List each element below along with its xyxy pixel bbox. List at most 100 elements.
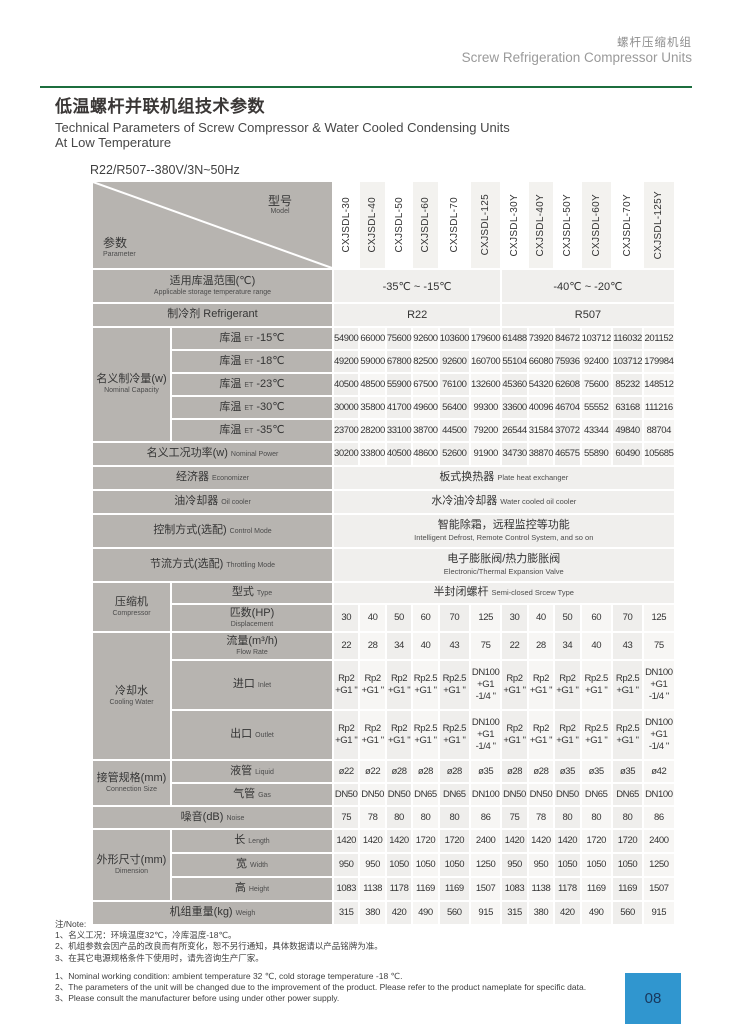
value-nominal-power-col3: 40500 [386,443,412,465]
value-oil-cooler: 水冷油冷却器 Water cooled oil cooler [334,491,674,513]
model-name: CXJSDL-50Y [561,193,573,257]
value-capacity-et18-col3: 67800 [386,351,412,372]
value-length-col2: 1420 [360,830,385,852]
value-liquid-pipe-col2: ø22 [360,761,385,782]
value-refrigerant-right: R507 [502,304,674,326]
model-name: CXJSDL-60 [419,197,431,253]
label-control-mode: 控制方式(选配) Control Mode [93,515,332,547]
value-length-col11: 1720 [612,830,643,852]
value-inlet-col5: Rp2.5 +G1 " [439,661,469,709]
value-capacity-et15-col7: 61488 [502,328,527,349]
value-nominal-power-col10: 55890 [581,443,611,465]
value-compressor-hp-col2: 40 [360,605,385,631]
note-zh-3: 3、在其它电源规格条件下使用时，请先咨询生产厂家。 [55,952,264,963]
value-noise-col7: 75 [502,807,527,828]
value-unit-weight-col5: 560 [439,902,469,924]
group-capacity-et15: 名义制冷量(w) Nominal Capacity [93,328,170,441]
value-length-col1: 1420 [334,830,359,852]
value-height-col9: 1178 [555,878,580,900]
section-title-en-2: At Low Temperature [55,135,172,151]
label-gas-pipe: 气管 Gas [172,784,332,805]
model-header-cxjsdl-50: CXJSDL-50 [386,182,412,268]
value-liquid-pipe-col12: ø42 [644,761,674,782]
page-number-badge: 08 [625,973,681,1024]
value-inlet-col7: Rp2 +G1 " [502,661,527,709]
value-capacity-et30-col1: 30000 [334,397,359,418]
value-refrigerant-left: R22 [334,304,501,326]
value-capacity-et23-col7: 45360 [502,374,527,395]
label-storage-temp-range: 适用库温范围(℃) Applicable storage temperature … [93,270,332,302]
model-header-cxjsdl-60: CXJSDL-60 [413,182,438,268]
value-unit-weight-col8: 380 [528,902,554,924]
model-header-cxjsdl-50y: CXJSDL-50Y [555,182,580,268]
value-capacity-et18-col8: 66080 [528,351,554,372]
value-inlet-col9: Rp2 +G1 " [555,661,580,709]
value-width-col3: 1050 [386,854,412,876]
value-capacity-et30-col10: 55552 [581,397,611,418]
value-capacity-et15-col8: 73920 [528,328,554,349]
value-capacity-et35-col2: 28200 [360,420,385,441]
value-flow-rate-col3: 34 [386,633,412,659]
value-capacity-et18-col2: 59000 [360,351,385,372]
value-capacity-et35-col1: 23700 [334,420,359,441]
model-header-cxjsdl-60y: CXJSDL-60Y [581,182,611,268]
model-header-cxjsdl-125y: CXJSDL-125Y [644,182,674,268]
label-oil-cooler: 油冷却器 Oil cooler [93,491,332,513]
value-gas-pipe-col12: DN100 [644,784,674,805]
value-capacity-et23-col12: 148512 [644,374,674,395]
label-capacity-et23: 库温 ET -23℃ [172,374,332,395]
value-capacity-et23-col1: 40500 [334,374,359,395]
value-noise-col8: 78 [528,807,554,828]
value-height-col11: 1169 [612,878,643,900]
value-gas-pipe-col6: DN100 [471,784,501,805]
value-outlet-col9: Rp2 +G1 " [555,711,580,759]
value-capacity-et23-col4: 67500 [413,374,438,395]
value-length-col12: 2400 [644,830,674,852]
value-height-col6: 1507 [471,878,501,900]
value-noise-col5: 80 [439,807,469,828]
value-inlet-col2: Rp2 +G1 " [360,661,385,709]
value-length-col3: 1420 [386,830,412,852]
value-capacity-et15-col3: 75600 [386,328,412,349]
value-compressor-hp-col10: 60 [581,605,611,631]
group-flow-rate: 冷却水 Cooling Water [93,633,170,759]
value-noise-col11: 80 [612,807,643,828]
value-liquid-pipe-col6: ø35 [471,761,501,782]
value-height-col4: 1169 [413,878,438,900]
value-width-col5: 1050 [439,854,469,876]
value-width-col10: 1050 [581,854,611,876]
model-name: CXJSDL-50 [393,197,405,253]
value-capacity-et30-col6: 99300 [471,397,501,418]
value-outlet-col5: Rp2.5 +G1 " [439,711,469,759]
value-nominal-power-col9: 46575 [555,443,580,465]
label-refrigerant: 制冷剂 Refrigerant [93,304,332,326]
label-capacity-et18: 库温 ET -18℃ [172,351,332,372]
value-flow-rate-col8: 28 [528,633,554,659]
value-inlet-col1: Rp2 +G1 " [334,661,359,709]
value-flow-rate-col9: 34 [555,633,580,659]
value-capacity-et23-col5: 76100 [439,374,469,395]
model-header-cxjsdl-70y: CXJSDL-70Y [612,182,643,268]
label-compressor-type: 型式 Type [172,583,332,603]
value-capacity-et18-col12: 179984 [644,351,674,372]
value-capacity-et23-col2: 48500 [360,374,385,395]
label-capacity-et15: 库温 ET -15℃ [172,328,332,349]
value-nominal-power-col8: 38870 [528,443,554,465]
value-length-col9: 1420 [555,830,580,852]
value-outlet-col10: Rp2.5 +G1 " [581,711,611,759]
value-outlet-col11: Rp2.5 +G1 " [612,711,643,759]
value-flow-rate-col7: 22 [502,633,527,659]
value-liquid-pipe-col7: ø28 [502,761,527,782]
section-title-zh: 低温螺杆并联机组技术参数 [55,97,265,116]
value-outlet-col4: Rp2.5 +G1 " [413,711,438,759]
value-nominal-power-col11: 60490 [612,443,643,465]
value-compressor-type: 半封闭螺杆 Semi-closed Srcew Type [334,583,674,603]
value-nominal-power-col4: 48600 [413,443,438,465]
value-gas-pipe-col10: DN65 [581,784,611,805]
model-header-cxjsdl-125: CXJSDL-125 [471,182,501,268]
value-unit-weight-col10: 490 [581,902,611,924]
value-compressor-hp-col9: 50 [555,605,580,631]
label-unit-weight: 机组重量(kg) Weigh [93,902,332,924]
value-width-col11: 1050 [612,854,643,876]
